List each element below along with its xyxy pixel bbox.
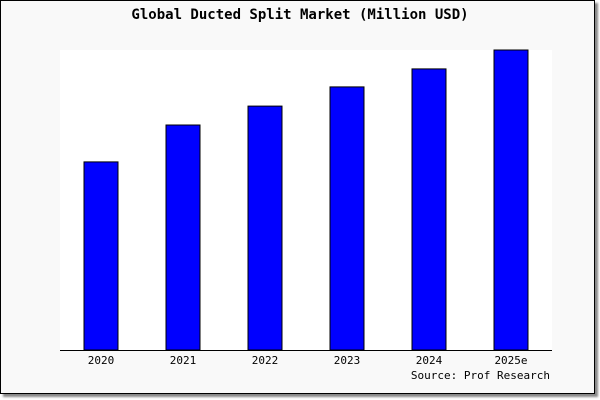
bar-2022 — [247, 105, 283, 351]
bar-2021 — [165, 124, 201, 351]
bar-2025e — [493, 49, 529, 351]
source-note: Source: Prof Research — [411, 369, 550, 382]
bar-2023 — [329, 86, 365, 351]
bar-2020 — [83, 161, 119, 351]
x-tick-label: 2023 — [334, 354, 361, 367]
bar-2024 — [411, 68, 447, 351]
chart-title: Global Ducted Split Market (Million USD) — [131, 7, 468, 23]
x-tick-label: 2020 — [88, 354, 115, 367]
x-tick-label: 2025e — [494, 354, 527, 367]
plot-area — [60, 50, 552, 350]
x-tick-label: 2024 — [416, 354, 443, 367]
x-tick-label: 2021 — [170, 354, 197, 367]
x-tick-label: 2022 — [252, 354, 279, 367]
